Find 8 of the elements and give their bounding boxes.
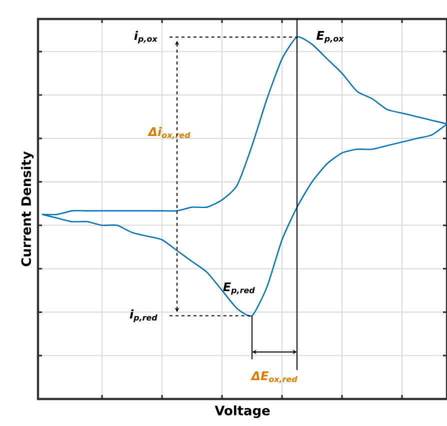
annotation: E$_{p,red}$ [223, 282, 255, 295]
annotation: ΔE$_{ox,red}$ [250, 371, 298, 384]
annotation: i$_{p,ox}$ [134, 30, 158, 44]
y-axis-title: Current Density [21, 151, 34, 266]
annotation: i$_{p,red}$ [130, 309, 158, 322]
x-axis-title: Voltage [214, 405, 270, 418]
annotation: Δi$_{ox,red}$ [147, 126, 190, 140]
annotation: E$_{p,ox}$ [316, 31, 344, 44]
